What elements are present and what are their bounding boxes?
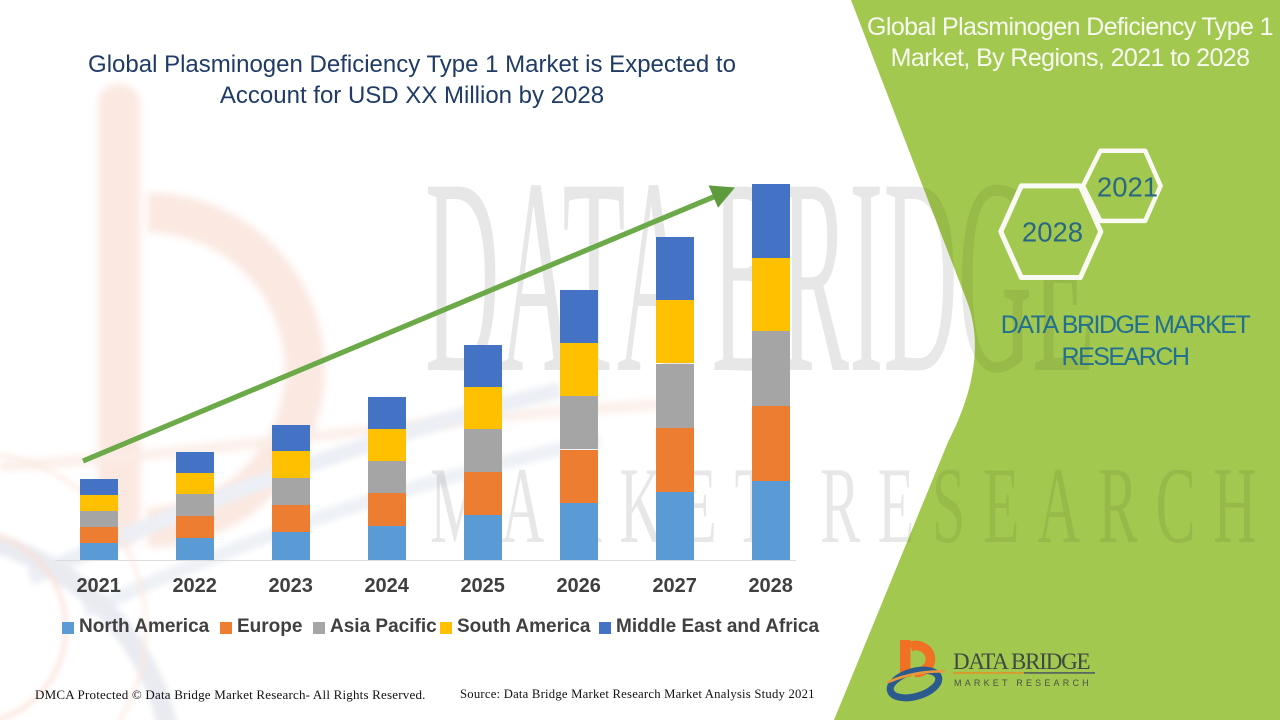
svg-text:2028: 2028 (1022, 217, 1083, 248)
svg-text:DATA BRIDGE: DATA BRIDGE (425, 120, 1095, 431)
svg-text:MARKET RESEARCH: MARKET RESEARCH (430, 447, 1274, 567)
svg-text:MARKET RESEARCH: MARKET RESEARCH (954, 678, 1092, 688)
svg-text:DATA BRIDGE: DATA BRIDGE (953, 649, 1090, 674)
svg-text:2021: 2021 (1097, 172, 1158, 203)
